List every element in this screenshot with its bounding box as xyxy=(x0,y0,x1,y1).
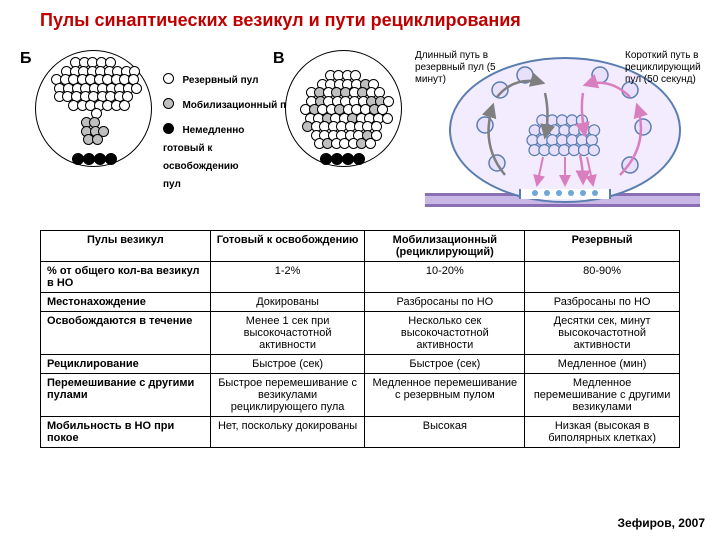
panel-b-label: Б xyxy=(20,50,32,68)
diagram-area: Б Резервный пул Мобилизационный пул Неме… xyxy=(20,45,700,220)
cell: 10-20% xyxy=(365,262,525,293)
table-row: Мобильность в НО при покоеНет, поскольку… xyxy=(41,417,680,448)
cell: Десятки сек, минут высокочастотной актив… xyxy=(525,312,680,355)
legend-reserve: Резервный пул xyxy=(182,75,258,86)
mob-icon xyxy=(163,98,174,109)
table-row: % от общего кол-ва везикул в НО1-2%10-20… xyxy=(41,262,680,293)
legend-mob: Мобилизационный пул xyxy=(182,100,297,111)
ready-icon xyxy=(163,123,174,134)
reserve-icon xyxy=(163,73,174,84)
col-1: Готовый к освобождению xyxy=(210,231,365,262)
col-0: Пулы везикул xyxy=(41,231,211,262)
panel-v-ready xyxy=(320,153,364,165)
cell: Медленное перемешивание с другими везику… xyxy=(525,374,680,417)
panel-v-cluster xyxy=(300,70,390,155)
rowhead: Рециклирование xyxy=(41,355,211,374)
panel-b-reserve-cluster xyxy=(50,57,140,112)
cell: Быстрое перемешивание с везикулами рецик… xyxy=(210,374,365,417)
table-row: РециклированиеБыстрое (сек)Быстрое (сек)… xyxy=(41,355,680,374)
legend: Резервный пул xyxy=(163,70,258,88)
cell: Высокая xyxy=(365,417,525,448)
pools-table: Пулы везикулГотовый к освобождениюМобили… xyxy=(40,230,680,448)
cell: Быстрое (сек) xyxy=(210,355,365,374)
panel-v-label: В xyxy=(273,50,285,68)
cell: Низкая (высокая в биполярных клетках) xyxy=(525,417,680,448)
caption-short: Короткий путь в рециклирующий пул (50 се… xyxy=(625,50,705,86)
cell: Несколько сек высокочастотной активности xyxy=(365,312,525,355)
rowhead: % от общего кол-ва везикул в НО xyxy=(41,262,211,293)
cell: Медленное (мин) xyxy=(525,355,680,374)
legend-ready: Немедленно готовый к освобождению пул xyxy=(163,125,244,190)
cell: 80-90% xyxy=(525,262,680,293)
cell: Нет, поскольку докированы xyxy=(210,417,365,448)
cell: Разбросаны по НО xyxy=(525,293,680,312)
table-row: Перемешивание с другими пуламиБыстрое пе… xyxy=(41,374,680,417)
caption-long: Длинный путь в резервный пул (5 минут) xyxy=(415,50,505,86)
cell: Медленное перемешивание с резервным пуло… xyxy=(365,374,525,417)
rowhead: Местонахождение xyxy=(41,293,211,312)
legend3: Немедленно готовый к освобождению пул xyxy=(163,120,258,192)
cell: 1-2% xyxy=(210,262,365,293)
table-row: Освобождаются в течениеМенее 1 сек при в… xyxy=(41,312,680,355)
cell: Быстрое (сек) xyxy=(365,355,525,374)
col-2: Мобилизационный (рециклирующий) xyxy=(365,231,525,262)
citation: Зефиров, 2007 xyxy=(618,516,705,530)
panel-b-mob-cluster xyxy=(77,117,109,141)
cell: Разбросаны по НО xyxy=(365,293,525,312)
legend2: Мобилизационный пул xyxy=(163,95,298,113)
page-title: Пулы синаптических везикул и пути рецикл… xyxy=(40,10,521,31)
rowhead: Освобождаются в течение xyxy=(41,312,211,355)
panel-b-ready xyxy=(72,153,116,165)
rowhead: Перемешивание с другими пулами xyxy=(41,374,211,417)
cell: Докированы xyxy=(210,293,365,312)
col-3: Резервный xyxy=(525,231,680,262)
cell: Менее 1 сек при высокочастотной активнос… xyxy=(210,312,365,355)
table-row: МестонахождениеДокированыРазбросаны по Н… xyxy=(41,293,680,312)
rowhead: Мобильность в НО при покое xyxy=(41,417,211,448)
